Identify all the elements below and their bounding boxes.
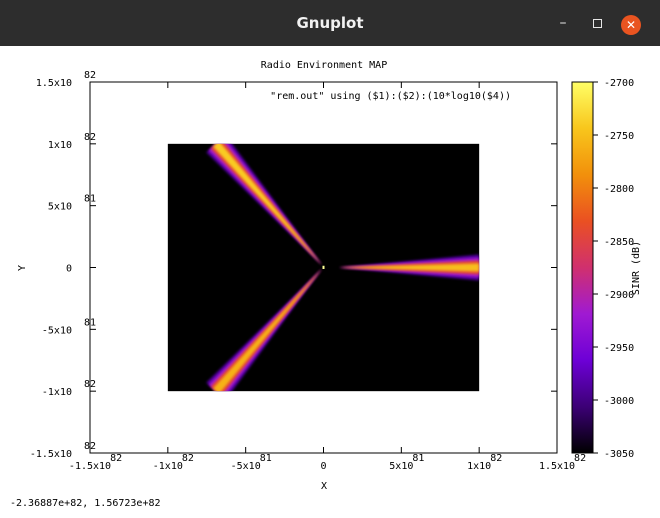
colorbar-tick-label-3: -2850 bbox=[604, 237, 634, 248]
x-tick-label-1: -1x10 bbox=[153, 461, 183, 472]
y-tick-label-1-exponent: 82 bbox=[84, 132, 96, 143]
x-tick-label-2-exponent: 81 bbox=[260, 453, 272, 464]
maximize-icon bbox=[592, 18, 602, 28]
beam-1-layer-4 bbox=[213, 143, 322, 266]
x-tick-label-0: -1.5x10 bbox=[69, 461, 111, 472]
x-tick-label-0-exponent: 82 bbox=[110, 453, 122, 464]
y-tick-label-6-exponent: 82 bbox=[84, 441, 96, 452]
x-tick-label-1-exponent: 82 bbox=[182, 453, 194, 464]
colorbar-tick-label-1: -2750 bbox=[604, 131, 634, 142]
plot-canvas[interactable]: Radio Environment MAP "rem.out" using ($… bbox=[0, 46, 660, 518]
y-tick-label-2-exponent: 81 bbox=[84, 194, 96, 205]
transmitter-dot-2 bbox=[322, 266, 325, 269]
title-bar[interactable]: Gnuplot – ✕ bbox=[0, 0, 660, 47]
colorbar-tick-label-4: -2900 bbox=[604, 290, 634, 301]
colorbar-tick-label-6: -3000 bbox=[604, 396, 634, 407]
colorbar-tick-label-7: -3050 bbox=[604, 449, 634, 460]
key-label: "rem.out" using ($1):($2):(10*log10($4)) bbox=[270, 91, 511, 102]
y-tick-label-0: 1.5x10 bbox=[36, 78, 72, 89]
colorbar-tick-label-5: -2950 bbox=[604, 343, 634, 354]
beam-2-layer-4 bbox=[213, 268, 322, 392]
status-coordinates: -2.36887e+82, 1.56723e+82 bbox=[10, 498, 161, 509]
minimize-button[interactable]: – bbox=[553, 13, 573, 33]
y-tick-label-0-exponent: 82 bbox=[84, 70, 96, 81]
x-tick-label-3: 0 bbox=[320, 461, 326, 472]
y-tick-label-4: -5x10 bbox=[42, 325, 72, 336]
window-title: Gnuplot bbox=[296, 14, 364, 32]
y-tick-label-4-exponent: 81 bbox=[84, 317, 96, 328]
colorbar-tick-label-0: -2700 bbox=[604, 78, 634, 89]
colorbar-tick-label-2: -2800 bbox=[604, 184, 634, 195]
x-axis-label: X bbox=[321, 481, 327, 492]
x-tick-label-6-exponent: 82 bbox=[574, 453, 586, 464]
x-tick-label-4: 5x10 bbox=[389, 461, 413, 472]
transmitter-dot-1 bbox=[322, 265, 325, 268]
y-tick-label-1: 1x10 bbox=[48, 140, 72, 151]
close-icon: ✕ bbox=[625, 18, 637, 32]
x-tick-label-5: 1x10 bbox=[467, 461, 491, 472]
x-tick-label-5-exponent: 82 bbox=[490, 453, 502, 464]
x-tick-label-4-exponent: 81 bbox=[412, 453, 424, 464]
x-tick-label-2: -5x10 bbox=[231, 461, 261, 472]
close-button[interactable]: ✕ bbox=[621, 15, 641, 35]
y-tick-label-2: 5x10 bbox=[48, 202, 72, 213]
x-tick-label-6: 1.5x10 bbox=[539, 461, 575, 472]
y-tick-label-6: -1.5x10 bbox=[30, 449, 72, 460]
colorbar-label: SINR (dB) bbox=[631, 241, 642, 295]
colorbar bbox=[571, 81, 594, 454]
heatmap-chart[interactable]: Radio Environment MAP "rem.out" using ($… bbox=[0, 46, 660, 498]
y-axis-label: Y bbox=[17, 265, 28, 271]
maximize-button[interactable] bbox=[587, 13, 607, 33]
chart-title: Radio Environment MAP bbox=[261, 60, 387, 71]
y-tick-label-5: -1x10 bbox=[42, 387, 72, 398]
y-tick-label-5-exponent: 82 bbox=[84, 379, 96, 390]
beam-3-layer-4 bbox=[339, 263, 480, 272]
minimize-icon: – bbox=[559, 15, 567, 31]
y-tick-label-3: 0 bbox=[66, 264, 72, 275]
